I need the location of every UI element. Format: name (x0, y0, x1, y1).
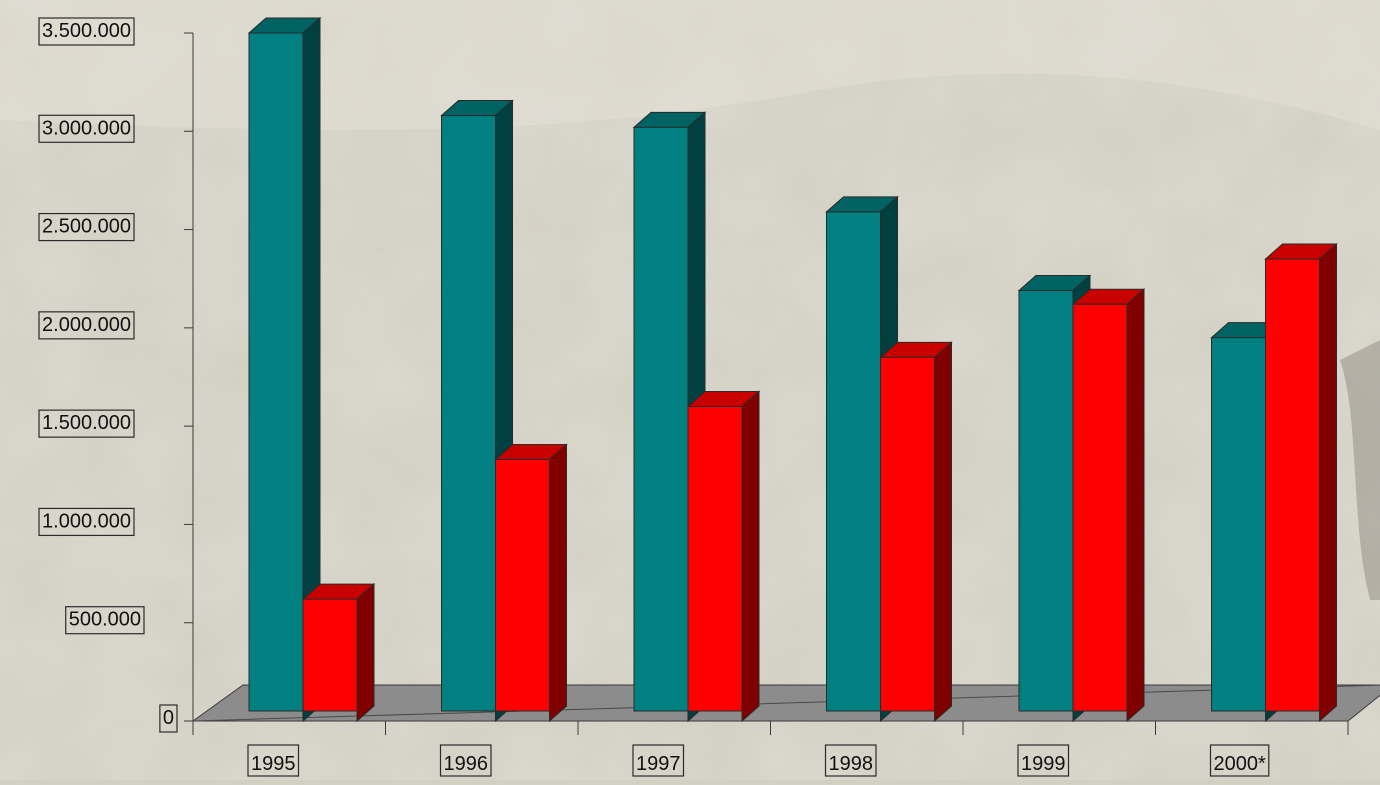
y-tick-label: 1.000.000 (42, 510, 131, 532)
x-tick-label-box (1209, 744, 1270, 777)
y-tick-label-box (38, 311, 135, 340)
x-tick-label: 1998 (829, 753, 874, 775)
bar-series2-1999 (1071, 288, 1146, 723)
y-tick-label-box (38, 17, 135, 46)
bar-series2-1996-side (549, 443, 567, 723)
background-shade-2 (1340, 340, 1380, 600)
x-tick-label-box (439, 744, 492, 777)
bar-series2-1995-side (356, 583, 375, 723)
y-tick-label: 1.500.000 (42, 412, 131, 434)
y-tick-label-box (38, 114, 135, 143)
x-tick-label: 1997 (636, 753, 681, 775)
y-tick-label: 2.500.000 (42, 216, 131, 238)
y-tick-label-box (65, 606, 145, 635)
bar-series2-1997-side (741, 390, 760, 723)
bar-series2-1997 (686, 390, 761, 723)
x-tick-label: 1999 (1021, 753, 1066, 775)
y-tick-label: 0 (163, 707, 174, 729)
bar-series2-1999-side (1126, 288, 1145, 723)
bar-series1-1995-front (248, 32, 304, 712)
x-tick-label: 1995 (251, 753, 296, 775)
y-tick-label: 3.000.000 (42, 117, 131, 139)
bar-series2-1995 (301, 583, 376, 723)
bar-series2-1998-side (934, 341, 952, 723)
y-tick-label: 3.500.000 (42, 20, 131, 42)
bar-series2-1998 (879, 341, 953, 723)
y-tick-label-box (38, 212, 135, 242)
x-tick-label-box (824, 744, 877, 777)
bar-series2-1996-front (495, 459, 550, 712)
bar-series2-2000*-side (1319, 242, 1337, 723)
bar-series1-2000*-front (1211, 337, 1266, 712)
bar-series1-1997-front (633, 126, 689, 712)
x-tick-label: 1996 (444, 753, 489, 775)
bar-series1-1998-front (826, 211, 881, 712)
background-shade (0, 0, 1380, 130)
bar-series2-2000* (1264, 242, 1338, 723)
bar-series1-1996-front (441, 115, 496, 712)
y-tick-label-box (38, 409, 135, 438)
bar-series1-1999-front (1018, 290, 1074, 712)
bar-series2-1995-front (302, 598, 358, 712)
y-tick-label: 2.000.000 (42, 314, 131, 336)
x-tick-label-box (632, 744, 685, 777)
bar-series2-1999-front (1072, 303, 1128, 712)
x-tick-label-box (1017, 744, 1070, 777)
x-tick-label: 2000* (1214, 753, 1266, 775)
bar-series2-2000*-front (1265, 258, 1320, 712)
y-tick-label-box (38, 507, 135, 537)
x-tick-label-box (247, 744, 300, 777)
y-tick-label: 500.000 (69, 609, 141, 631)
bar-series2-1997-front (687, 405, 743, 712)
bar-series2-1998-front (880, 356, 935, 712)
bar-series1-1995 (247, 16, 322, 723)
floor-edge-line (192, 684, 1380, 722)
y-tick-label-box (159, 704, 178, 733)
bar-series2-1996 (494, 443, 568, 723)
